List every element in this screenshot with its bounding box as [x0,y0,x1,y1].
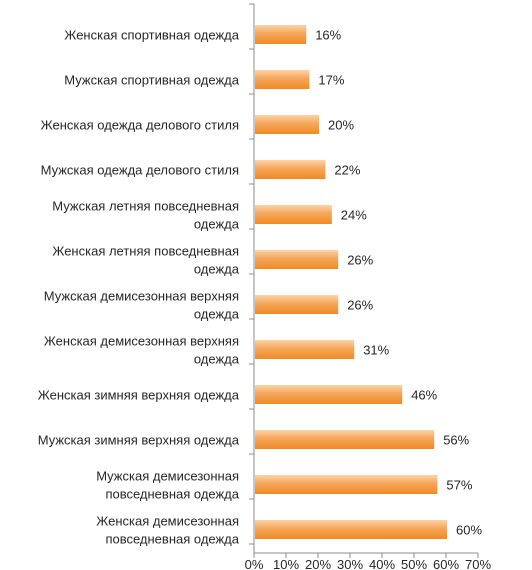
bar-5 [255,250,339,269]
category-label-3: Мужская одежда делового стиля [41,163,239,178]
bar-8 [255,385,403,404]
category-label-2: Женская одежда делового стиля [41,118,239,133]
bar-6 [255,295,339,314]
bar-9 [255,430,435,449]
value-label-1: 17% [318,73,344,88]
bar-10 [255,475,438,494]
category-label-9: Мужская зимняя верхняя одежда [38,433,240,448]
axes-group: 0% 10% 20% 30% 40% 50% 60% 70% [245,3,491,570]
bar-2 [255,115,319,134]
value-label-6: 26% [347,298,373,313]
bar-11 [255,520,447,539]
category-label-8: Женская зимняя верхняя одежда [38,388,240,403]
value-label-8: 46% [411,388,437,403]
x-tick-label-1: 10% [273,557,299,570]
x-tick-label-2: 20% [305,557,331,570]
value-labels: 16% 17% 20% 22% 24% 26% 26% 31% 46% 56% 57% 60% [315,28,482,538]
category-label-11: Женская демисезонная повседневная одежда [96,514,240,547]
value-label-10: 57% [446,478,472,493]
x-tick-label-0: 0% [245,557,264,570]
value-label-5: 26% [347,253,373,268]
bars-group [255,25,447,539]
category-label-0: Женская спортивная одежда [64,28,239,43]
x-tick-label-5: 50% [401,557,427,570]
category-label-4: Мужская летняя повседневная одежда [52,199,239,232]
value-label-0: 16% [315,28,341,43]
value-label-7: 31% [363,343,389,358]
category-labels: Женская спортивная одежда Мужская спортив… [38,28,240,547]
category-label-7: Женская демисезонная верхняя одежда [44,334,240,367]
value-label-4: 24% [341,208,367,223]
category-label-10: Мужская демисезонная повседневная одежда [96,469,240,502]
category-label-5: Женская летняя повседневная одежда [52,244,239,277]
bar-0 [255,25,307,44]
x-tick-label-7: 70% [465,557,491,570]
value-label-11: 60% [456,523,482,538]
bar-1 [255,70,310,89]
category-label-6: Мужская демисезонная верхняя одежда [44,289,240,322]
bar-3 [255,160,326,179]
x-tick-label-6: 60% [433,557,459,570]
x-tick-label-3: 30% [337,557,363,570]
bar-7 [255,340,355,359]
category-label-1: Мужская спортивная одежда [64,73,239,88]
x-tick-label-4: 40% [369,557,395,570]
value-label-3: 22% [334,163,360,178]
bar-4 [255,205,332,224]
value-label-2: 20% [328,118,354,133]
value-label-9: 56% [443,433,469,448]
